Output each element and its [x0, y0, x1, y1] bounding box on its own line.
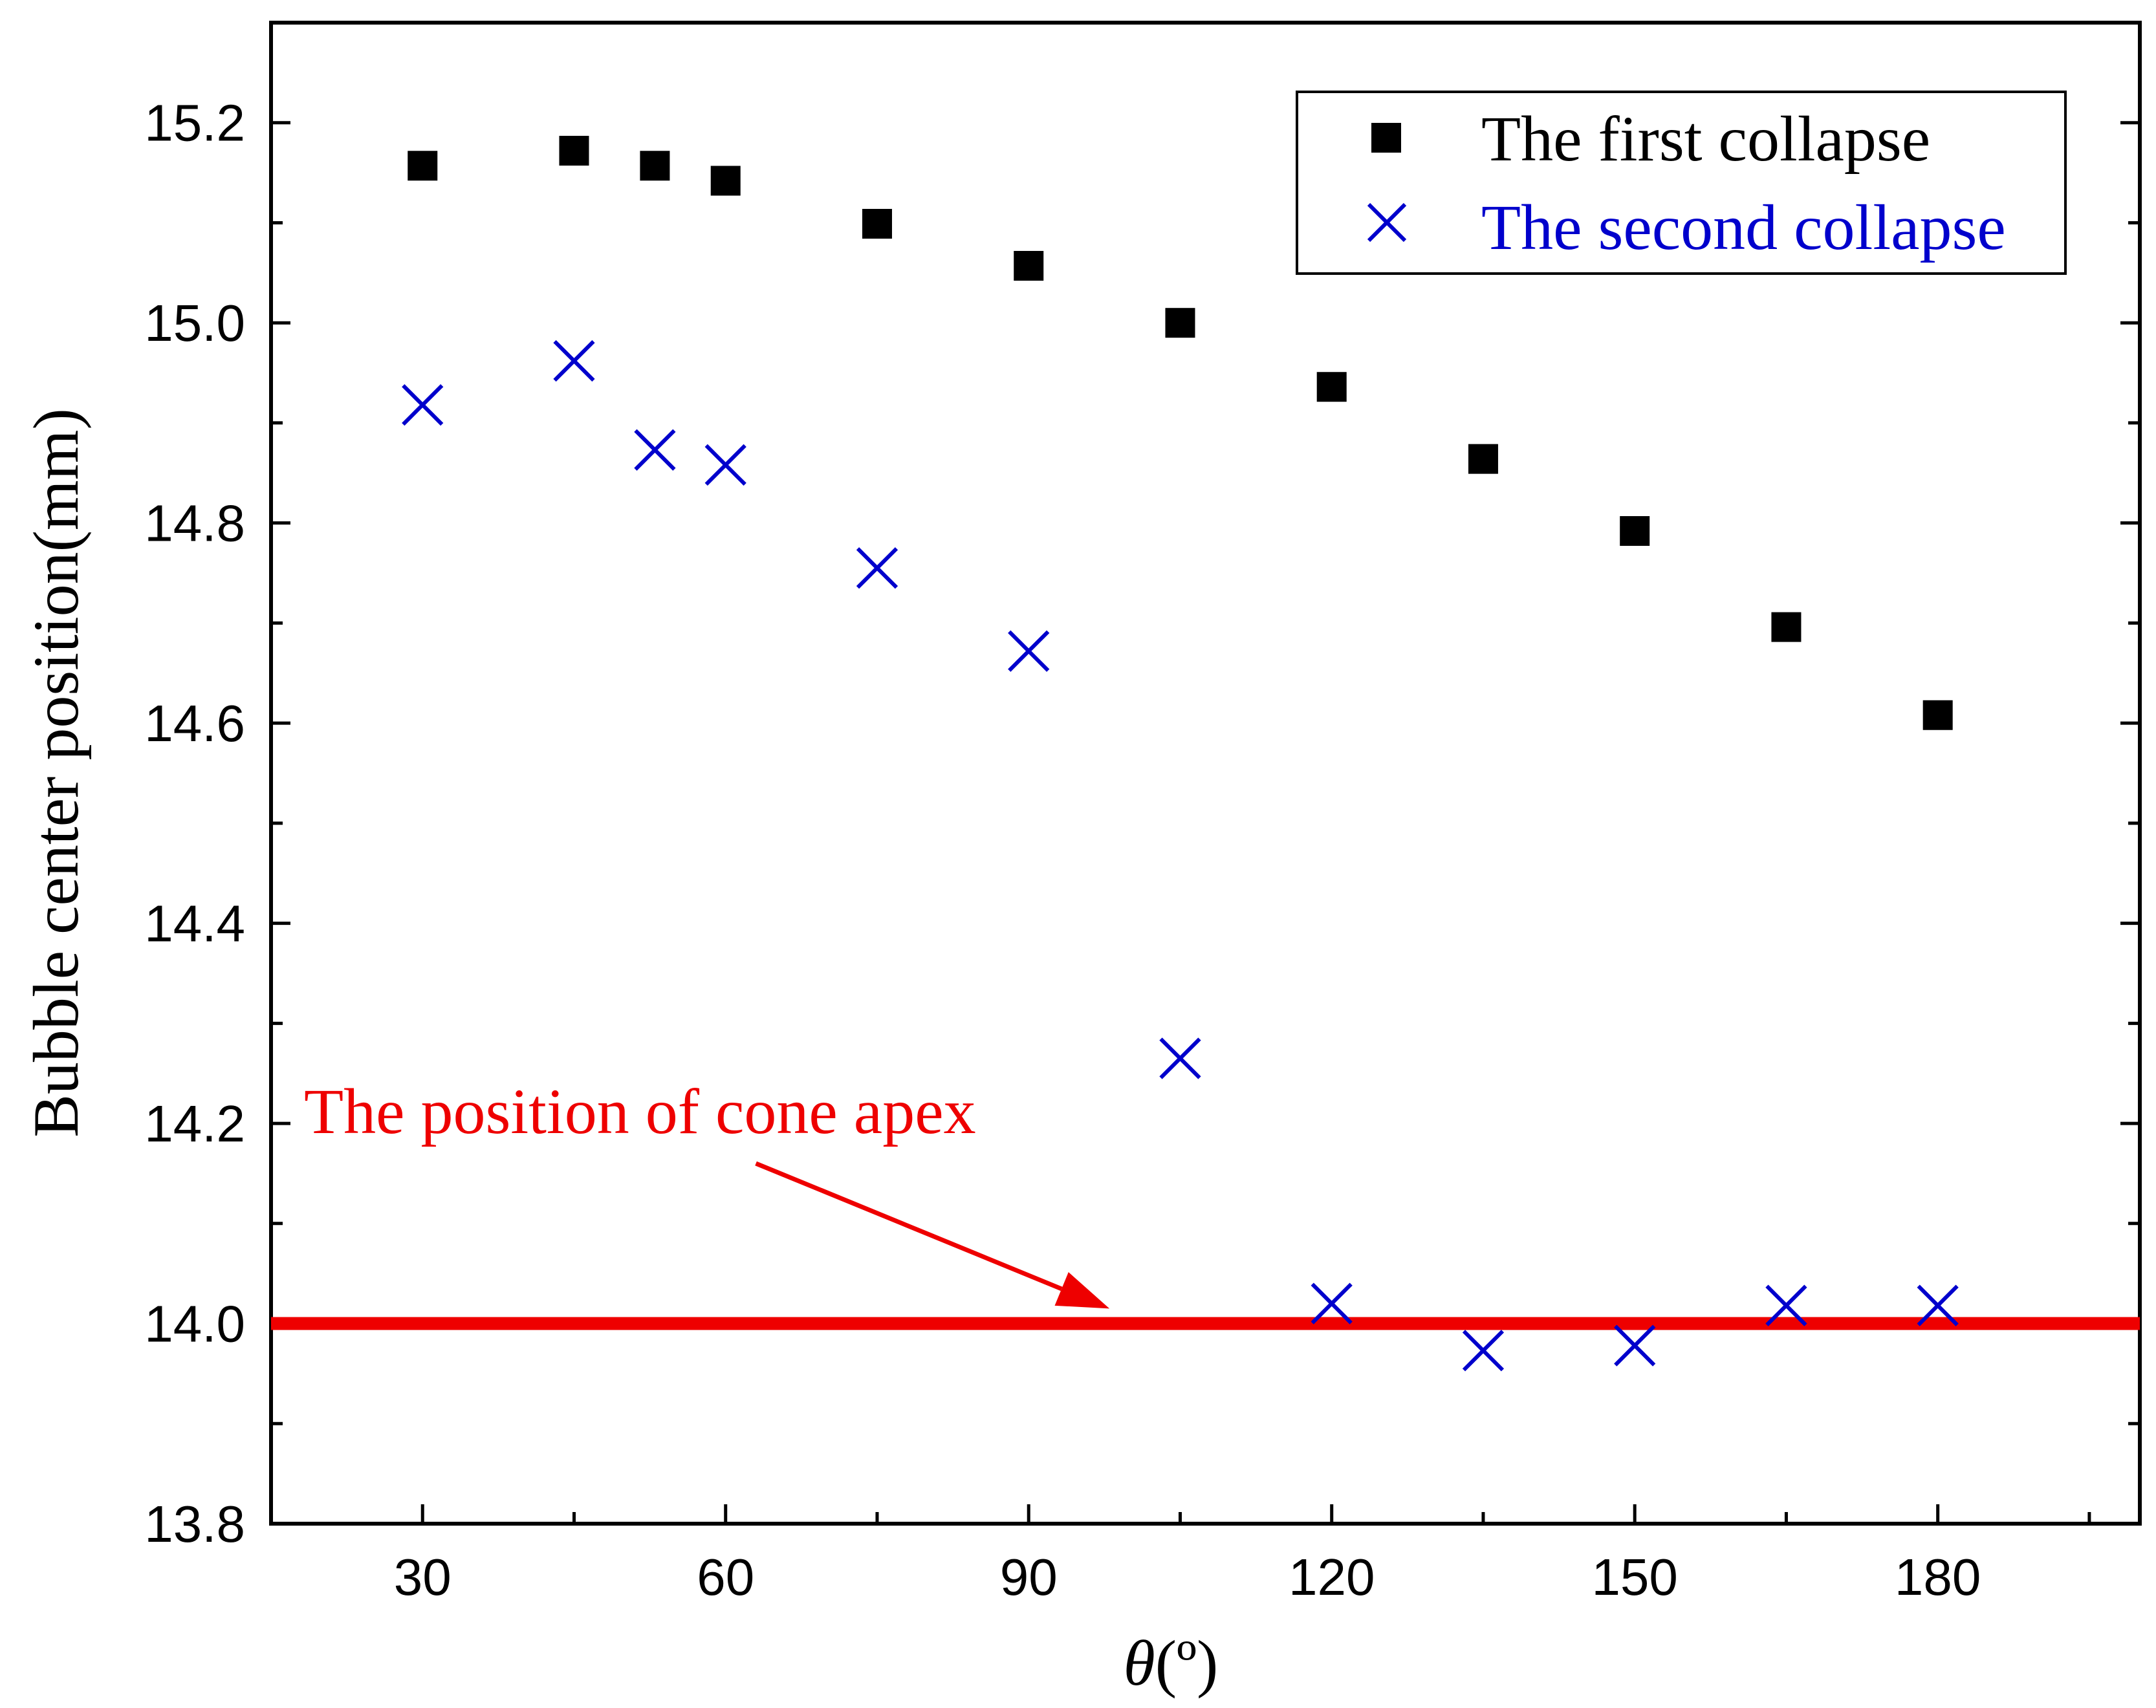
y-tick-label: 15.2 [144, 94, 245, 152]
legend-marker-square [1371, 123, 1401, 153]
annotation-arrowhead [1054, 1272, 1110, 1309]
first-collapse-point [408, 151, 438, 181]
x-tick-label: 180 [1895, 1548, 1981, 1606]
x-axis-symbol: θ [1124, 1627, 1155, 1699]
series-layer [402, 136, 1959, 1372]
second-collapse-point [1159, 1037, 1201, 1079]
x-tick-label: 60 [697, 1548, 754, 1606]
second-collapse-point [402, 384, 444, 426]
annotation-layer: The position of cone apex [304, 1076, 1110, 1309]
x-tick-label: 120 [1289, 1548, 1375, 1606]
legend-box [1296, 91, 2067, 275]
y-ticks: 13.8 14.0 14.2 14.4 14.6 14.8 15.0 15.2 [144, 21, 2140, 1553]
y-tick-label: 14.2 [144, 1095, 245, 1152]
x-tick-label: 30 [394, 1548, 452, 1606]
y-tick-label: 15.0 [144, 294, 245, 352]
first-collapse-point [1468, 444, 1498, 474]
y-tick-label: 14.8 [144, 495, 245, 552]
second-collapse-point [1311, 1282, 1353, 1324]
legend: The first collapse The second collapse [1296, 91, 2067, 275]
annotation-arrow [755, 1161, 1063, 1292]
legend-marker-x [1367, 202, 1407, 243]
second-collapse-point [553, 340, 595, 382]
legend-label-first-collapse: The first collapse [1481, 103, 1930, 175]
annotation-text: The position of cone apex [304, 1076, 976, 1147]
y-tick-label: 14.4 [144, 895, 245, 953]
plot-frame [269, 21, 2142, 1526]
y-tick-label: 13.8 [144, 1495, 245, 1553]
x-ticks: 30 60 90 120 150 180 [269, 1504, 2091, 1606]
second-collapse-point [856, 547, 898, 589]
first-collapse-point [1922, 700, 1953, 730]
first-collapse-point [862, 209, 892, 239]
legend-label-second-collapse: The second collapse [1481, 191, 2006, 263]
first-collapse-point [559, 136, 589, 166]
second-collapse-point [704, 444, 746, 486]
second-collapse-point [1614, 1324, 1656, 1367]
x-axis-title: θ(º) [1124, 1627, 1219, 1699]
first-collapse-point [640, 151, 670, 181]
y-axis-title: Bubble center position(mm) [20, 408, 92, 1138]
second-collapse-point [634, 429, 676, 471]
first-collapse-point [1620, 516, 1650, 546]
first-collapse-point [1771, 612, 1802, 642]
second-collapse-point [1008, 630, 1050, 672]
y-tick-label: 14.6 [144, 695, 245, 752]
second-collapse-point [1462, 1330, 1505, 1372]
first-collapse-point [1316, 372, 1347, 402]
x-axis-unit: (º) [1155, 1627, 1219, 1699]
second-collapse-point [1917, 1284, 1959, 1326]
x-tick-label: 150 [1591, 1548, 1677, 1606]
first-collapse-point [1165, 308, 1195, 338]
y-tick-label: 14.0 [144, 1295, 245, 1353]
x-tick-label: 90 [1000, 1548, 1058, 1606]
first-collapse-point [1014, 251, 1044, 281]
second-collapse-point [1765, 1284, 1807, 1326]
first-collapse-point [710, 166, 741, 196]
